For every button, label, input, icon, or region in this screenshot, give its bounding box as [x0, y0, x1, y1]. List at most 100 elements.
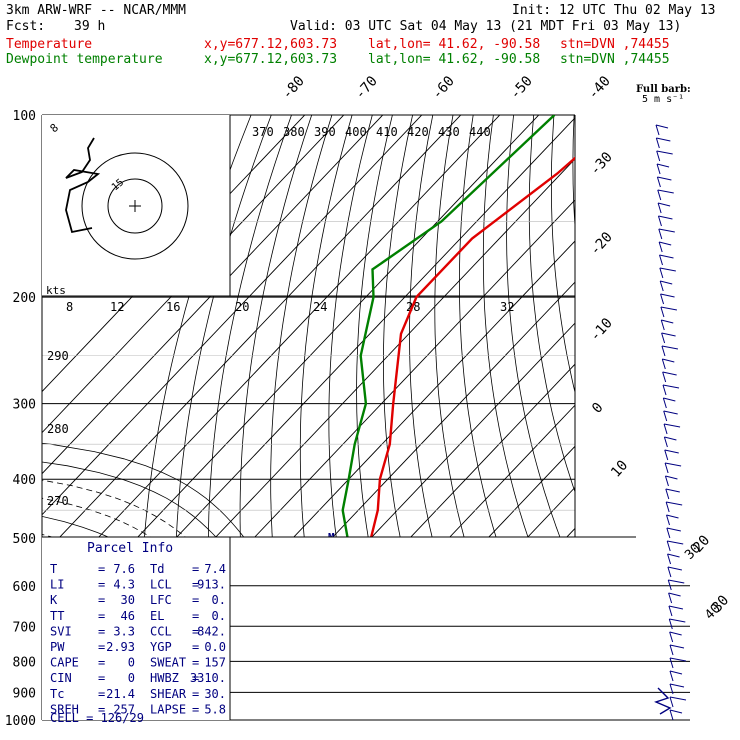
- parcel-label: YGP: [150, 640, 172, 654]
- wind-barb: [669, 644, 674, 656]
- inset-speed-label: 12: [110, 300, 124, 314]
- parcel-label: CAPE: [50, 656, 79, 670]
- wind-barb: [663, 410, 668, 422]
- wind-barb-flag: [662, 384, 680, 389]
- wind-barb: [658, 241, 663, 253]
- parcel-equals: =: [192, 640, 199, 654]
- wind-barb-flag: [663, 397, 676, 402]
- wind-barb-flag: [665, 462, 682, 467]
- parcel-label: LAPSE: [150, 702, 186, 716]
- barb-units-label: 5 m s⁻¹: [642, 94, 685, 105]
- wind-barb-flag: [655, 124, 669, 129]
- wind-barb-flag: [656, 163, 670, 168]
- wind-barb: [660, 293, 665, 305]
- wind-barb-flag: [657, 202, 671, 207]
- wind-barb-flag: [663, 410, 678, 415]
- parcel-value: 0.: [212, 593, 226, 607]
- parcel-equals: =: [98, 624, 105, 638]
- wind-barb: [668, 605, 673, 617]
- wind-barb: [661, 345, 666, 357]
- wind-barb: [660, 319, 665, 331]
- isotherm-label: -10: [587, 315, 616, 345]
- pressure-tick-label: 900: [13, 686, 36, 701]
- parcel-value: 842.: [197, 624, 226, 638]
- pressure-tick-label: 500: [13, 532, 36, 547]
- dewpoint-latlon: lat,lon= 41.62, -90.58: [368, 52, 541, 67]
- wind-barb-flag: [661, 332, 676, 337]
- wind-barb: [657, 189, 662, 201]
- wind-barb-flag: [659, 241, 672, 246]
- wind-barb-flag: [669, 631, 682, 636]
- wind-barb: [657, 202, 662, 214]
- pressure-tick-label: 400: [13, 473, 36, 488]
- parcel-label: K: [50, 593, 58, 607]
- wind-barb: [663, 423, 668, 435]
- theta-label: 370: [252, 125, 274, 139]
- wind-barb-flag: [661, 345, 679, 350]
- temperature-xy: x,y=677.12,603.73: [204, 37, 338, 52]
- dry-adiabat: [550, 115, 575, 395]
- parcel-label: Td: [150, 562, 164, 576]
- wind-barb: [662, 384, 667, 396]
- theta-label: 430: [438, 125, 460, 139]
- wind-barb: [656, 163, 661, 175]
- wind-barb-flag: [659, 267, 676, 272]
- theta-label: 440: [469, 125, 491, 139]
- parcel-label: LFC: [150, 593, 172, 607]
- wind-barb: [669, 683, 674, 695]
- parcel-label: CCL: [150, 624, 172, 638]
- parcel-value: 3310.: [190, 671, 226, 685]
- parcel-equals: =: [192, 687, 199, 701]
- wind-barb: [661, 358, 666, 370]
- wind-barb-flag: [669, 709, 683, 714]
- parcel-equals: =: [192, 578, 199, 592]
- wind-barb: [669, 657, 674, 669]
- parcel-value: 30: [121, 593, 135, 607]
- theta-label: 390: [314, 125, 336, 139]
- wind-barb-flag: [667, 553, 680, 558]
- parcel-equals: =: [192, 609, 199, 623]
- wind-barb-flag: [669, 670, 683, 675]
- wind-barb: [666, 527, 671, 539]
- parcel-equals: =: [98, 687, 105, 701]
- wind-barb-flag: [667, 540, 684, 545]
- wind-barb: [655, 124, 660, 136]
- wind-barb-flag: [658, 215, 673, 220]
- parcel-equals: =: [98, 562, 105, 576]
- full-barb-label: Full barb:: [636, 84, 691, 95]
- parcel-value: 3.3: [113, 624, 135, 638]
- isotherm-line: [42, 115, 423, 516]
- isotherm-line: [42, 115, 462, 557]
- wind-barb: [668, 592, 673, 604]
- left-theta-label: 290: [47, 349, 69, 363]
- wind-barb-cluster: [654, 687, 672, 715]
- parcel-label: LI: [50, 578, 64, 592]
- wind-barb-flag: [658, 228, 675, 233]
- wind-barb-flag: [666, 527, 681, 532]
- forecast-label: Fcst:: [6, 19, 46, 34]
- parcel-equals: =: [98, 593, 105, 607]
- theta-label: 400: [345, 125, 367, 139]
- wind-barb-flag: [669, 683, 685, 688]
- hodograph-trace: [65, 137, 101, 234]
- dry-adiabat: [635, 87, 740, 733]
- wind-barb: [658, 228, 663, 240]
- wind-barb: [661, 332, 666, 344]
- parcel-equals: =: [98, 671, 105, 685]
- pressure-tick-label: 700: [13, 620, 36, 635]
- parcel-value: 0: [128, 656, 135, 670]
- parcel-value: 2.93: [106, 640, 135, 654]
- wind-barb-flag: [659, 254, 674, 259]
- parcel-label: EL: [150, 609, 164, 623]
- parcel-value: 0: [128, 671, 135, 685]
- parcel-equals: =: [192, 624, 199, 638]
- wind-barb: [667, 566, 672, 578]
- isotherm-label: -80: [279, 73, 308, 103]
- wind-barb-flag: [666, 514, 679, 519]
- wind-barb-flag: [657, 189, 674, 194]
- isotherm-label: -50: [507, 73, 536, 103]
- wind-barb: [663, 436, 668, 448]
